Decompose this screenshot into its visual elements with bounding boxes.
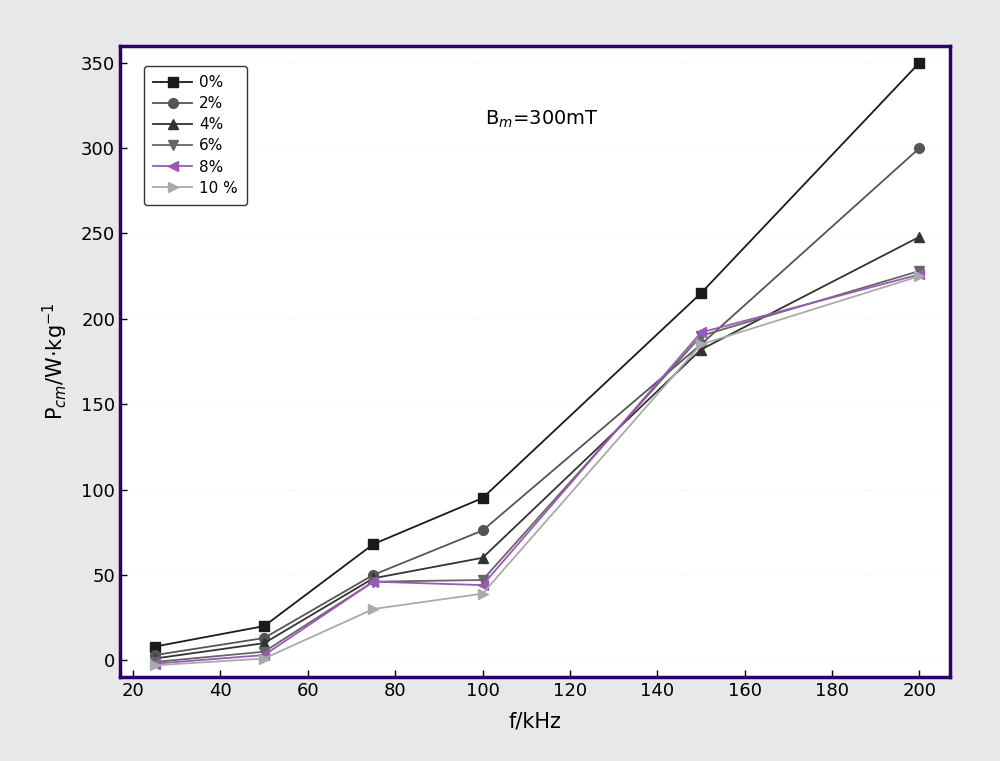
4%	[913, 232, 925, 241]
8%	[367, 577, 379, 586]
0%	[258, 622, 270, 631]
4%	[477, 553, 489, 562]
Line: 8%: 8%	[150, 269, 924, 668]
10 %	[695, 340, 707, 349]
0%	[695, 288, 707, 298]
Text: B$_{m}$=300mT: B$_{m}$=300mT	[485, 109, 599, 130]
X-axis label: f/kHz: f/kHz	[509, 712, 561, 731]
6%	[695, 331, 707, 340]
2%	[913, 144, 925, 153]
10 %	[149, 661, 161, 670]
6%	[367, 577, 379, 586]
6%	[258, 647, 270, 656]
0%	[913, 58, 925, 67]
2%	[258, 633, 270, 642]
2%	[477, 526, 489, 535]
0%	[149, 642, 161, 651]
Line: 2%: 2%	[150, 143, 924, 660]
10 %	[477, 589, 489, 598]
4%	[695, 345, 707, 354]
8%	[149, 659, 161, 668]
8%	[477, 581, 489, 590]
8%	[695, 328, 707, 337]
8%	[258, 651, 270, 660]
8%	[913, 270, 925, 279]
2%	[367, 570, 379, 579]
4%	[367, 574, 379, 583]
Line: 10 %: 10 %	[150, 271, 924, 670]
Legend: 0%, 2%, 4%, 6%, 8%, 10 %: 0%, 2%, 4%, 6%, 8%, 10 %	[144, 66, 247, 205]
6%	[913, 266, 925, 275]
10 %	[258, 654, 270, 663]
Line: 6%: 6%	[150, 266, 924, 667]
6%	[149, 658, 161, 667]
4%	[149, 654, 161, 663]
Line: 4%: 4%	[150, 232, 924, 664]
10 %	[367, 604, 379, 613]
4%	[258, 638, 270, 648]
6%	[477, 575, 489, 584]
10 %	[913, 272, 925, 281]
2%	[149, 651, 161, 660]
0%	[477, 493, 489, 502]
0%	[367, 540, 379, 549]
Y-axis label: P$_{cm}$/W·kg$^{-1}$: P$_{cm}$/W·kg$^{-1}$	[41, 303, 70, 420]
2%	[695, 340, 707, 349]
Line: 0%: 0%	[150, 58, 924, 651]
